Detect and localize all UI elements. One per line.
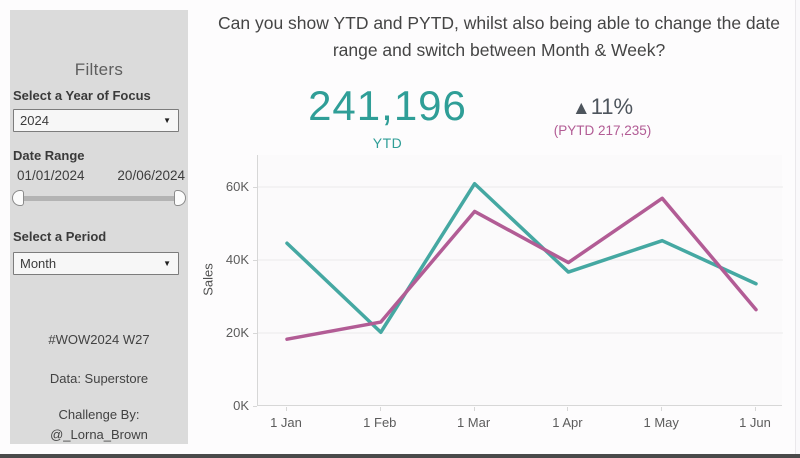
- challenge-author-handle: @_Lorna_Brown: [50, 427, 148, 442]
- x-tick-label: 1 Mar: [456, 415, 491, 430]
- window-right-edge: [795, 0, 800, 454]
- ytd-kpi: 241,196 YTD: [300, 82, 475, 151]
- page-title: Can you show YTD and PYTD, whilst also b…: [218, 13, 780, 61]
- date-range-slider-handle-start[interactable]: [12, 190, 24, 206]
- y-tick-mark: [253, 406, 257, 407]
- series-line-pytd[interactable]: [285, 196, 758, 341]
- caret-down-icon: ▼: [163, 116, 171, 125]
- challenge-by-label: Challenge By:: [58, 407, 140, 422]
- caret-down-icon: ▼: [163, 259, 171, 268]
- x-tick-label: 1 Feb: [363, 415, 397, 430]
- x-tick-mark: [661, 407, 663, 411]
- plot-area[interactable]: [257, 155, 783, 406]
- x-tick-label: 1 Jan: [270, 415, 302, 430]
- y-tick-label: 0K: [233, 398, 249, 413]
- delta-percent: ▲11%: [515, 94, 690, 120]
- y-tick-mark: [253, 333, 257, 334]
- period-filter-label: Select a Period: [13, 229, 107, 244]
- up-triangle-icon: ▲: [571, 98, 591, 119]
- x-tick-label: 1 Apr: [552, 415, 583, 430]
- period-dropdown[interactable]: Month ▼: [13, 252, 179, 275]
- period-dropdown-value: Month: [20, 256, 57, 271]
- date-range-start: 01/01/2024: [17, 168, 85, 183]
- pytd-value: (PYTD 217,235): [553, 123, 652, 138]
- ytd-label: YTD: [372, 135, 403, 151]
- date-range-values: 01/01/2024 20/06/2024: [10, 168, 188, 183]
- y-tick-mark: [253, 260, 257, 261]
- y-tick-mark: [253, 187, 257, 188]
- y-tick-label: 20K: [225, 325, 249, 340]
- y-tick-label: 60K: [225, 179, 249, 194]
- date-range-slider-track[interactable]: [18, 196, 180, 201]
- year-dropdown-value: 2024: [20, 113, 49, 128]
- delta-value: 11%: [590, 94, 634, 119]
- filters-panel: Filters Select a Year of Focus 2024 ▼ Da…: [10, 10, 188, 444]
- year-dropdown[interactable]: 2024 ▼: [13, 109, 179, 132]
- window-bottom-bar: [0, 454, 800, 458]
- date-range-label: Date Range: [13, 148, 85, 163]
- x-tick-mark: [473, 407, 475, 411]
- x-tick-label: 1 May: [643, 415, 679, 430]
- x-tick-mark: [755, 407, 756, 411]
- filters-title: Filters: [74, 60, 124, 79]
- series-line-ytd[interactable]: [285, 181, 758, 335]
- ytd-value: 241,196: [308, 82, 467, 129]
- x-tick-mark: [286, 407, 287, 411]
- x-tick-mark: [567, 407, 569, 411]
- date-range-slider-handle-end[interactable]: [174, 190, 186, 206]
- x-tick-label: 1 Jun: [739, 415, 771, 430]
- year-filter-label: Select a Year of Focus: [13, 88, 151, 103]
- date-range-end: 20/06/2024: [117, 168, 185, 183]
- delta-kpi: ▲11% (PYTD 217,235): [515, 94, 690, 138]
- x-tick-mark: [379, 407, 381, 411]
- challenge-hashtag: #WOW2024 W27: [48, 332, 150, 347]
- y-tick-label: 40K: [225, 252, 249, 267]
- data-source-note: Data: Superstore: [49, 371, 149, 386]
- line-chart[interactable]: [258, 155, 783, 406]
